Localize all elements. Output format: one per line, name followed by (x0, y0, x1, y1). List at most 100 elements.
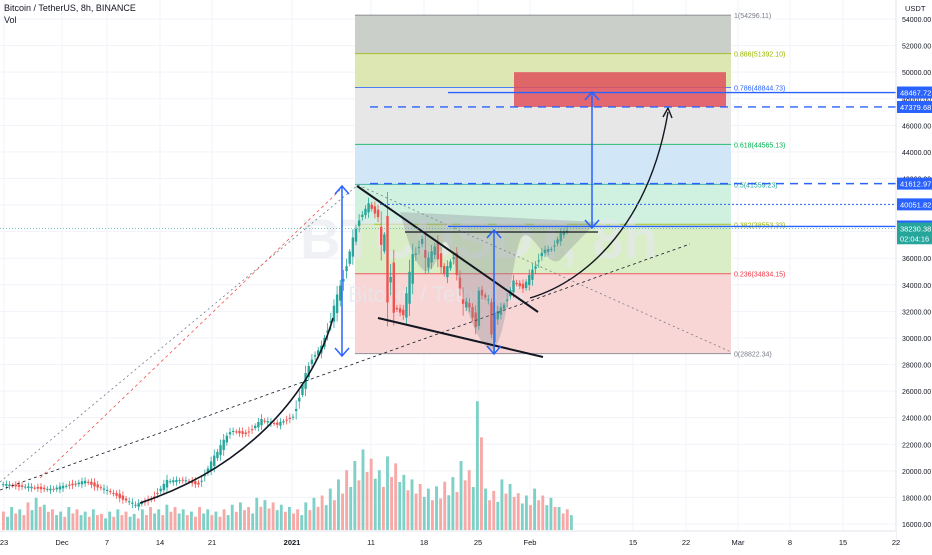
price-tag-bg (897, 232, 932, 245)
volume-bar (341, 493, 344, 530)
price-tick-label: 26000.00 (902, 389, 931, 396)
volume-bar (30, 510, 34, 530)
candle-body (389, 276, 392, 283)
fib-zone-0 (355, 273, 731, 354)
volume-bar (431, 500, 434, 530)
candle-body (90, 481, 93, 485)
volume-bar (549, 497, 553, 530)
candle-body (24, 486, 27, 488)
volume-bar (390, 477, 394, 530)
price-tick-label: 30000.00 (902, 336, 931, 343)
candle-body (200, 480, 203, 482)
volume-bar (394, 463, 398, 530)
candle-body (272, 423, 276, 425)
wedge-upper-line (356, 185, 539, 313)
candle-body (254, 425, 257, 429)
volume-bar (124, 511, 128, 530)
volume-bar (345, 470, 349, 530)
price-tag-bg (897, 100, 932, 113)
price-tick-label: 24000.00 (902, 416, 931, 423)
price-tick-label: 50000.00 (902, 70, 931, 77)
volume-bar (185, 515, 189, 530)
volume-bar (38, 506, 42, 530)
candle-body (386, 216, 389, 303)
volume-label[interactable]: Vol (4, 15, 17, 25)
volume-bar (443, 481, 447, 530)
volume-bar (316, 506, 320, 530)
candle-body (354, 228, 358, 242)
candle-body (361, 214, 364, 217)
candle-body (458, 277, 462, 289)
candle-body (55, 487, 58, 490)
candle-body (105, 489, 109, 491)
candle-body (128, 501, 131, 503)
candle-body (313, 355, 317, 357)
candle-body (2, 484, 5, 486)
candle-body (187, 480, 191, 482)
price-tag-bg (897, 86, 932, 99)
candle-body (534, 266, 537, 269)
volume-bar (463, 480, 467, 530)
candle-body (181, 479, 184, 481)
volume-bar (373, 478, 377, 530)
candle-body (93, 482, 96, 487)
price-levels (0, 91, 896, 229)
fib-level-label: 0.886(51392.10) (734, 52, 785, 59)
volume-bar (492, 490, 496, 530)
candle-body (244, 432, 247, 434)
time-tick-label: Mar (732, 538, 745, 547)
candle-body (310, 359, 314, 364)
candle-body (118, 493, 121, 499)
volume-bar (484, 488, 487, 530)
volume-bar (308, 510, 312, 530)
candle-body (49, 488, 52, 491)
candle-body (553, 245, 556, 247)
time-tick-label: 14 (156, 538, 164, 547)
volume-bar (426, 488, 430, 530)
pattern-height-arrow-head-top (486, 228, 502, 239)
volume-bar (194, 516, 197, 530)
candle-body (405, 293, 408, 318)
candle-body (39, 486, 43, 490)
candle-body (408, 271, 411, 304)
volume-bar (46, 511, 50, 530)
volume-bar (116, 509, 120, 530)
candle-body (395, 307, 399, 310)
volume-bar (455, 491, 459, 530)
volume-bar (288, 507, 291, 530)
volume-bar (67, 507, 71, 530)
candle-body (175, 479, 178, 483)
volume-bar (410, 479, 414, 530)
candle-body (515, 283, 518, 285)
candle-body (206, 468, 210, 474)
candle-body (194, 481, 197, 485)
volume-bar (541, 495, 545, 530)
volume-bar (406, 490, 410, 530)
volume-bar (402, 474, 406, 530)
volume-bar (202, 513, 206, 530)
candle-body (524, 281, 528, 288)
candle-body (216, 451, 219, 459)
target-zone (514, 72, 726, 107)
candle-body (537, 260, 540, 262)
volume-bar (153, 513, 157, 530)
volume-bar (234, 511, 238, 530)
candle-body (376, 209, 380, 218)
candle-body (58, 486, 62, 490)
candle-body (502, 304, 506, 309)
price-tick-label: 20000.00 (902, 469, 931, 476)
time-axis-bg (0, 531, 896, 550)
volume-bar (136, 518, 140, 530)
volume-bar (324, 505, 328, 530)
volume-bar (132, 513, 136, 530)
candle-body (213, 455, 216, 467)
candle-body (449, 261, 452, 269)
symbol-title[interactable]: Bitcoin / TetherUS, 8h, BINANCE (4, 3, 136, 13)
candle-body (512, 280, 515, 293)
volume-bar (83, 511, 87, 530)
pole-arrow-head-bottom (334, 347, 350, 358)
price-tag-bg (897, 177, 932, 190)
volume-bar (59, 511, 63, 530)
